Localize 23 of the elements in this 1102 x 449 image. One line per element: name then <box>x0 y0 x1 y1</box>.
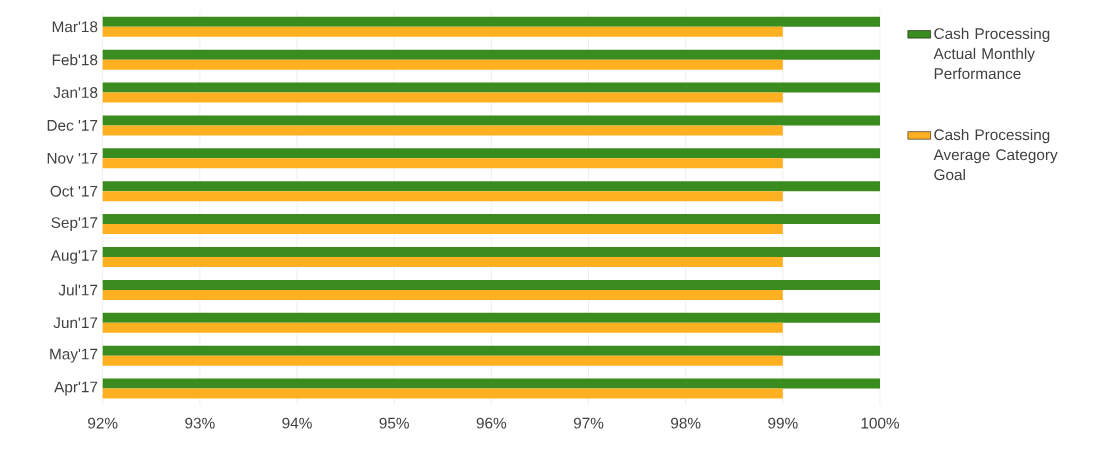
y-tick-label: Feb'18 <box>52 54 98 66</box>
y-tick-label: Oct '17 <box>50 185 98 197</box>
x-tick-label: 97% <box>573 417 604 429</box>
y-tick-label: May'17 <box>50 348 98 363</box>
y-tick-label: Dec '17 <box>47 120 98 131</box>
y-tick-label: Sep'17 <box>51 217 98 232</box>
y-tick-label: Mar'18 <box>52 21 98 33</box>
y-tick-label: Aug'17 <box>50 250 98 264</box>
x-tick-label: 99% <box>768 417 798 429</box>
x-tick-label: 92% <box>88 417 118 429</box>
x-tick-label: 96% <box>476 417 507 429</box>
legend-label: Cash Processing Average Category Goal <box>933 128 1058 181</box>
y-tick-label: Jul'17 <box>58 284 98 296</box>
y-tick-label: Jun'17 <box>53 317 98 329</box>
x-tick-label: 100% <box>861 417 900 429</box>
y-tick-label: Jan'18 <box>53 87 98 98</box>
legend-label: Cash Processing Actual Monthly Performance <box>933 27 1050 80</box>
x-tick-label: 95% <box>379 417 409 429</box>
x-tick-label: 98% <box>671 417 701 429</box>
y-tick-label: Nov '17 <box>47 152 98 164</box>
y-tick-label: Apr'17 <box>54 381 98 396</box>
x-tick-label: 94% <box>282 417 312 429</box>
x-tick-label: 93% <box>185 417 215 429</box>
